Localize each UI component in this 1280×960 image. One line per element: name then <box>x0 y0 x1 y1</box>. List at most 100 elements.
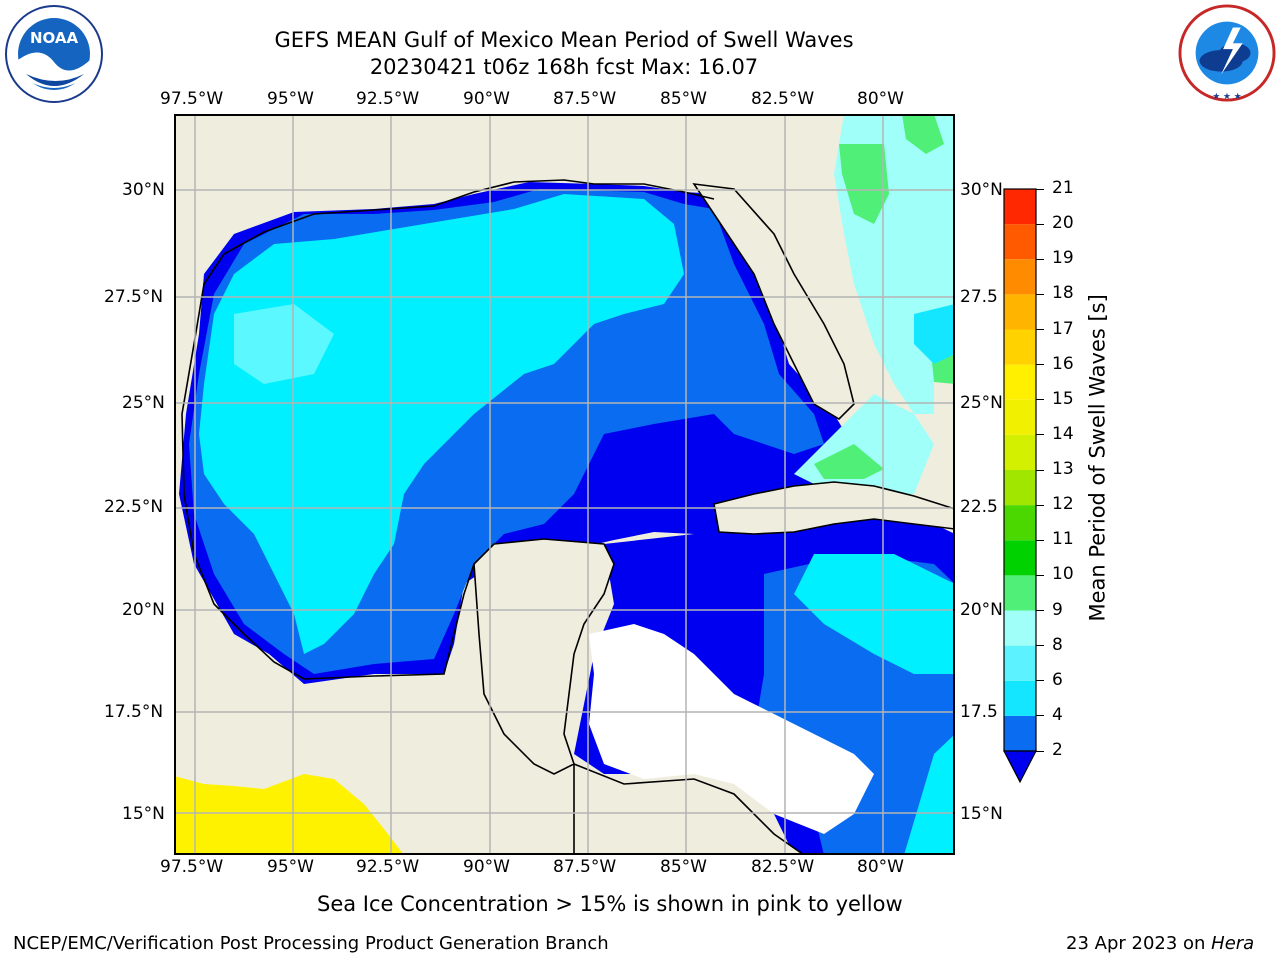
noaa-logo-text: NOAA <box>30 29 79 47</box>
lat-label-right: 17.5 <box>960 702 998 722</box>
colorbar-tick-label: 10 <box>1052 564 1074 585</box>
lat-label-right: 27.5 <box>960 287 998 307</box>
host-name: Hera <box>1211 933 1255 954</box>
colorbar-segment <box>1004 645 1036 681</box>
svg-text:★ ★ ★: ★ ★ ★ <box>1212 92 1241 102</box>
lon-label-bottom: 97.5°W <box>160 857 224 877</box>
colorbar-tick-mark <box>1036 504 1044 506</box>
lon-label-top: 97.5°W <box>160 89 224 109</box>
colorbar-tick-label: 15 <box>1052 388 1074 409</box>
colorbar-segment <box>1004 294 1036 330</box>
colorbar-tick-mark <box>1036 188 1044 190</box>
missing-data-region <box>589 624 874 834</box>
map-subtitle: 20230421 t06z 168h fcst Max: 16.07 <box>369 55 759 79</box>
lat-label-left: 17.5°N <box>104 702 164 722</box>
lat-label-left: 22.5°N <box>104 497 164 517</box>
graticule <box>175 115 954 854</box>
lat-label-left: 27.5°N <box>104 287 164 307</box>
colorbar-segment <box>1004 434 1036 470</box>
nws-logo-icon: ★ ★ ★ <box>1178 4 1276 102</box>
colorbar-tick-mark <box>1036 434 1044 436</box>
colorbar-segment <box>1004 364 1036 400</box>
caribbean-cyan-south <box>904 734 954 854</box>
date-text: 23 Apr 2023 on <box>1066 933 1212 954</box>
colorbar-tick-label: 20 <box>1052 213 1074 234</box>
noaa-logo-icon: NOAA <box>5 5 103 103</box>
lon-label-bottom: 82.5°W <box>751 857 815 877</box>
colorbar-tick-label: 18 <box>1052 283 1074 304</box>
colorbar-segment <box>1004 575 1036 611</box>
colorbar-segment <box>1004 680 1036 716</box>
straits-green <box>814 444 884 479</box>
colorbar-tick-label: 21 <box>1052 178 1074 198</box>
colorbar-tick-label: 12 <box>1052 494 1074 515</box>
colorbar-tick-mark <box>1036 715 1044 717</box>
lon-label-top: 82.5°W <box>751 89 815 109</box>
map-frame <box>174 114 955 855</box>
date-stamp: 23 Apr 2023 on Hera <box>1066 933 1254 954</box>
colorbar-tick-mark <box>1036 258 1044 260</box>
gulf-water-lightcyan <box>234 304 334 384</box>
credit-text: NCEP/EMC/Verification Post Processing Pr… <box>13 933 609 954</box>
colorbar-tick-label: 4 <box>1052 704 1063 725</box>
lon-label-top: 95°W <box>267 89 314 109</box>
colorbar-tick-mark <box>1036 645 1044 647</box>
lon-label-top: 90°W <box>463 89 510 109</box>
lon-label-bottom: 92.5°W <box>356 857 420 877</box>
colorbar-segment <box>1004 470 1036 506</box>
colorbar-tick-label: 16 <box>1052 353 1074 374</box>
us-gulf-coastline <box>181 179 715 495</box>
colorbar-tick-mark <box>1036 329 1044 330</box>
colorbar-segment <box>1004 505 1036 541</box>
gulf-of-mexico-map <box>174 114 955 855</box>
colorbar-segment <box>1004 540 1036 576</box>
lat-label-right: 22.5 <box>960 497 998 517</box>
lon-label-bottom: 85°W <box>660 857 707 877</box>
map-title: GEFS MEAN Gulf of Mexico Mean Period of … <box>274 28 854 52</box>
colorbar-tick-label: 8 <box>1052 634 1063 655</box>
lat-label-left: 30°N <box>122 180 165 200</box>
colorbar-tick-label: 6 <box>1052 669 1063 690</box>
lat-label-right: 30°N <box>960 180 1003 200</box>
colorbar-segment <box>1004 224 1036 260</box>
lon-label-top: 92.5°W <box>356 89 420 109</box>
colorbar-tick-mark <box>1036 364 1044 366</box>
colorbar-tick-mark <box>1036 574 1044 576</box>
colorbar-tick-mark <box>1036 469 1044 471</box>
colorbar-tick-mark <box>1036 399 1044 401</box>
colorbar-segment <box>1004 610 1036 646</box>
atlantic-green <box>839 144 889 224</box>
colorbar-segment <box>1004 259 1036 295</box>
lon-label-top: 85°W <box>660 89 707 109</box>
colorbar-tick-label: 13 <box>1052 459 1074 479</box>
mexico-coastline <box>183 493 475 680</box>
colorbar-tick-label: 14 <box>1052 423 1074 444</box>
colorbar-tick-label: 9 <box>1052 599 1063 620</box>
colorbar <box>1003 188 1037 784</box>
colorbar-tick-mark <box>1036 223 1044 225</box>
colorbar-segment <box>1004 329 1036 365</box>
lat-label-left: 15°N <box>122 804 165 824</box>
colorbar-extend-triangle <box>1003 750 1037 784</box>
gulf-water-cyan <box>199 194 684 654</box>
colorbar-tick-mark <box>1036 680 1044 682</box>
florida-land <box>692 182 855 421</box>
colorbar-label: Mean Period of Swell Waves [s] <box>1085 294 1110 622</box>
lon-label-bottom: 80°W <box>857 857 904 877</box>
colorbar-tick-label: 11 <box>1052 529 1074 550</box>
sea-ice-region <box>175 774 404 854</box>
colorbar-tick-mark <box>1036 293 1044 295</box>
lat-label-right: 25°N <box>960 393 1003 413</box>
colorbar-tick-label: 17 <box>1052 318 1074 339</box>
colorbar-tick-mark <box>1036 539 1044 541</box>
lat-label-right: 15°N <box>960 804 1003 824</box>
lon-label-bottom: 90°W <box>463 857 510 877</box>
lon-label-top: 87.5°W <box>553 89 617 109</box>
colorbar-segment <box>1004 189 1036 225</box>
atlantic-green-2 <box>902 115 944 154</box>
lat-label-left: 25°N <box>122 393 165 413</box>
colorbar-tick-label: 19 <box>1052 248 1074 269</box>
bahamas-cyan <box>914 304 954 364</box>
colorbar-segment <box>1004 715 1036 751</box>
colorbar-segment <box>1004 399 1036 435</box>
